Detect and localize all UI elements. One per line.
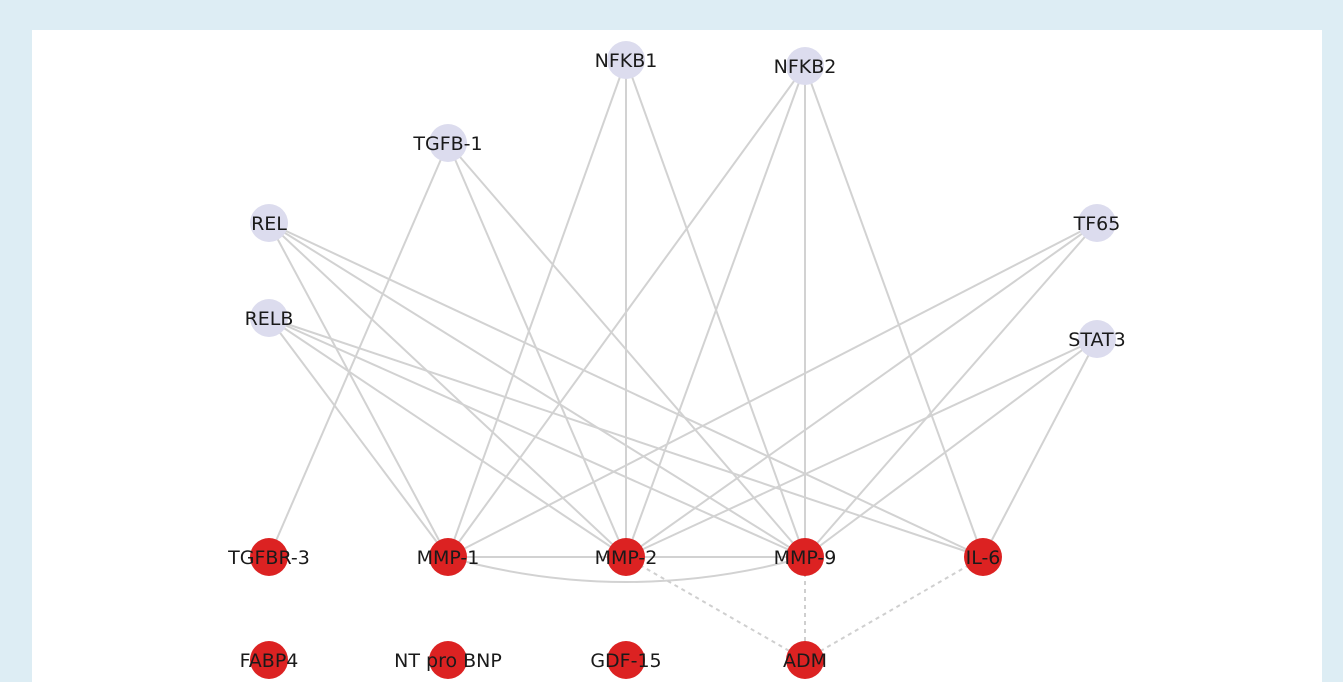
node-label: REL <box>251 213 287 235</box>
edge-tf65-to-mmp-9 <box>804 222 1098 558</box>
edge-il-6-to-adm <box>804 556 984 661</box>
node-circle <box>607 41 645 79</box>
edge-nfkb2-to-il-6 <box>804 65 984 558</box>
node-label: MMP-2 <box>595 547 658 569</box>
node-nfkb2[interactable]: NFKB2 <box>774 47 837 85</box>
edge-nfkb1-to-mmp-1 <box>447 59 627 558</box>
edge-layer <box>268 59 1098 661</box>
node-circle <box>250 641 288 679</box>
node-circle <box>964 538 1002 576</box>
edge-relb-to-mmp-2 <box>268 317 627 558</box>
node-circle <box>607 641 645 679</box>
edge-stat3-to-il-6 <box>982 338 1098 558</box>
node-label: ADM <box>783 650 827 672</box>
edge-stat3-to-mmp-9 <box>804 338 1098 558</box>
node-nfkb1[interactable]: NFKB1 <box>595 41 658 79</box>
node-circle <box>429 538 467 576</box>
edge-tf65-to-mmp-1 <box>447 222 1098 558</box>
node-circle <box>429 641 467 679</box>
node-circle <box>250 538 288 576</box>
edge-nfkb2-to-mmp-1 <box>447 65 806 558</box>
node-label: STAT3 <box>1068 329 1125 351</box>
network-panel <box>32 30 1322 682</box>
node-fabp4[interactable]: FABP4 <box>240 641 299 679</box>
node-label: NT pro BNP <box>394 650 502 672</box>
node-il-6[interactable]: IL-6 <box>964 538 1002 576</box>
node-circle <box>786 47 824 85</box>
node-label: RELB <box>245 308 294 330</box>
node-label: MMP-9 <box>774 547 837 569</box>
node-label: MMP-1 <box>417 547 480 569</box>
node-label: NFKB1 <box>595 50 658 72</box>
node-mmp-2[interactable]: MMP-2 <box>595 538 658 576</box>
edge-tgfb-1-to-mmp-2 <box>447 142 627 558</box>
node-tgfb-1[interactable]: TGFB-1 <box>412 124 483 162</box>
edge-rel-to-mmp-9 <box>268 222 806 558</box>
edge-stat3-to-mmp-2 <box>625 338 1098 558</box>
edge-tf65-to-mmp-2 <box>625 222 1098 558</box>
node-circle <box>250 299 288 337</box>
node-circle <box>786 641 824 679</box>
edge-rel-to-mmp-2 <box>268 222 627 558</box>
edge-tgfb-1-to-mmp-9 <box>447 142 806 558</box>
edge-relb-to-mmp-9 <box>268 317 806 558</box>
edge-rel-to-il-6 <box>268 222 984 558</box>
edge-mmp-1-to-mmp-9 <box>447 556 806 583</box>
edge-nfkb1-to-mmp-9 <box>625 59 806 558</box>
node-mmp-9[interactable]: MMP-9 <box>774 538 837 576</box>
node-circle <box>1078 320 1116 358</box>
node-stat3[interactable]: STAT3 <box>1068 320 1126 358</box>
node-tgfbr-3[interactable]: TGFBR-3 <box>227 538 310 576</box>
edge-tgfb-1-to-tgfbr-3 <box>268 142 449 558</box>
node-adm[interactable]: ADM <box>783 641 827 679</box>
node-label: NFKB2 <box>774 56 837 78</box>
edge-mmp-2-to-adm <box>625 556 806 661</box>
node-relb[interactable]: RELB <box>245 299 294 337</box>
node-mmp-1[interactable]: MMP-1 <box>417 538 480 576</box>
node-rel[interactable]: REL <box>250 204 288 242</box>
node-nt-pro-bnp[interactable]: NT pro BNP <box>394 641 502 679</box>
node-circle <box>250 204 288 242</box>
node-label: IL-6 <box>966 547 1001 569</box>
node-circle <box>607 538 645 576</box>
node-circle <box>1078 204 1116 242</box>
edge-nfkb2-to-mmp-2 <box>625 65 806 558</box>
node-label: TF65 <box>1073 213 1121 235</box>
node-layer: NFKB1 NFKB2 TGFB-1 REL TF65 RELB STAT3 TGFBR-3 M… <box>227 41 1126 679</box>
node-label: TGFBR-3 <box>227 547 310 569</box>
node-label: TGFB-1 <box>412 133 482 155</box>
node-tf65[interactable]: TF65 <box>1073 204 1121 242</box>
node-label: GDF-15 <box>590 650 661 672</box>
node-gdf-15[interactable]: GDF-15 <box>590 641 662 679</box>
edge-relb-to-il-6 <box>268 317 984 558</box>
node-label: FABP4 <box>240 650 299 672</box>
edge-relb-to-mmp-1 <box>268 317 449 558</box>
edge-rel-to-mmp-1 <box>268 222 449 558</box>
node-circle <box>429 124 467 162</box>
node-circle <box>786 538 824 576</box>
